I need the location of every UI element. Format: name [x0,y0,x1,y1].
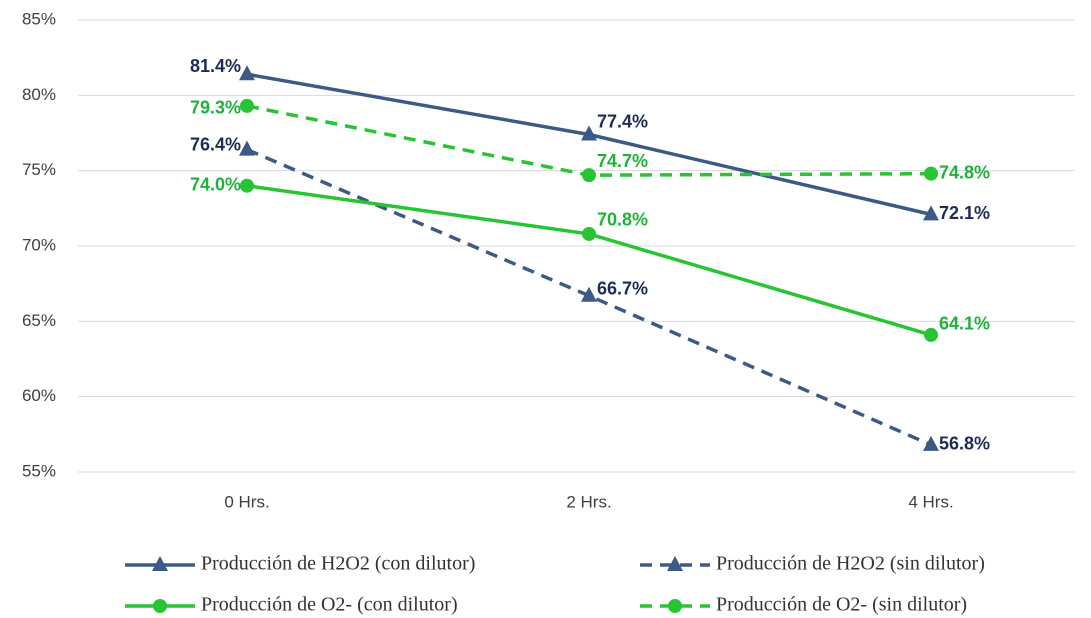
legend-marker [153,599,167,613]
marker [582,168,596,183]
marker [924,166,938,181]
marker [581,125,597,141]
y-tick-label: 70% [22,235,56,254]
value-label: 66.7% [597,278,648,298]
value-label: 74.8% [939,162,990,182]
legend-label: Producción de O2- (con dilutor) [201,594,458,616]
series-line [246,184,932,337]
legend-label: Producción de H2O2 (con dilutor) [201,553,475,575]
legend-marker [667,556,683,571]
marker [582,226,596,241]
marker [581,286,597,302]
legend-label: Producción de H2O2 (sin dilutor) [716,553,985,575]
value-label: 72.1% [939,203,990,223]
value-label: 74.0% [190,174,241,194]
legend-marker [152,556,168,571]
y-tick-label: 75% [22,160,56,179]
series-line [246,104,932,177]
y-tick-label: 55% [22,461,56,480]
y-tick-label: 65% [22,311,56,330]
legend-label: Producción de O2- (sin dilutor) [716,594,967,616]
y-tick-label: 85% [22,9,56,28]
marker [240,98,254,113]
marker [923,435,939,451]
value-label: 56.8% [939,434,990,454]
marker [923,205,939,221]
value-label: 81.4% [190,56,241,76]
value-label: 70.8% [597,210,648,230]
marker [239,140,255,156]
x-tick-label: 0 Hrs. [224,492,269,511]
marker [239,65,255,81]
x-tick-label: 4 Hrs. [908,492,953,511]
legend-marker [668,599,682,613]
x-tick-label: 2 Hrs. [566,492,611,511]
value-label: 76.4% [190,134,241,154]
y-tick-label: 60% [22,386,56,405]
value-label: 77.4% [597,111,648,131]
value-label: 64.1% [939,314,990,334]
marker [240,178,254,193]
value-label: 74.7% [597,151,648,171]
marker [924,327,938,342]
value-label: 79.3% [190,98,241,118]
y-tick-label: 80% [22,85,56,104]
